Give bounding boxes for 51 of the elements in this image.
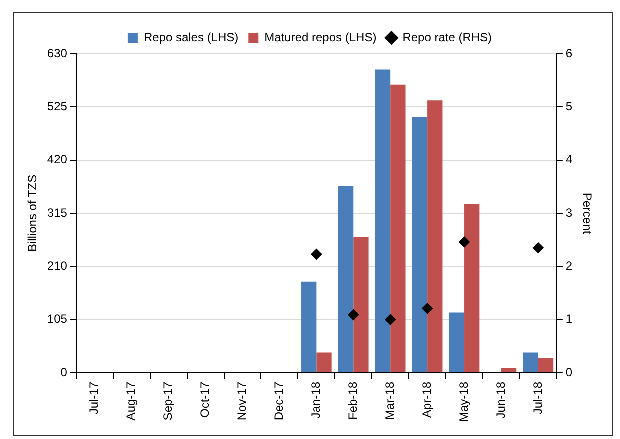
x-tick-label: Dec-17 [272,382,286,421]
x-tick-label: Sep-17 [161,382,176,421]
bar [501,368,517,372]
x-tick-label: Jun-18 [494,382,508,419]
y-axis-title: Billions of TZS [26,174,40,252]
x-tick-label: Oct-17 [198,382,212,418]
legend-label: Repo rate (RHS) [402,30,492,44]
point [422,303,434,314]
bar [449,312,465,372]
x-tick-label: Apr-18 [420,382,434,418]
x-tick-label: Jan-18 [308,382,323,419]
x-tick-label: Mar-18 [382,382,397,420]
point [385,314,396,326]
x-tick-label: Feb-18 [346,382,360,420]
y2-axis-title: Percent [580,192,594,235]
y-tick-label: 315 [47,206,68,220]
point [348,310,360,321]
bar [338,186,354,372]
y-tick-label: 630 [47,46,68,60]
y2-tick-label: 2 [566,258,573,273]
y-tick-label: 420 [47,152,68,167]
bar [302,282,317,372]
y2-tick-label: 3 [566,206,573,220]
bar [354,237,369,372]
bar [390,84,406,372]
y2-tick-label: 0 [566,365,573,380]
y2-tick-label: 1 [566,312,573,326]
bar [412,117,428,372]
point [532,242,544,254]
legend-label: Repo sales (LHS) [144,30,239,44]
bar [375,70,391,372]
x-tick-label: Jul-18 [530,382,545,415]
bar [538,358,554,372]
x-tick-label: Nov-17 [235,382,250,421]
point [311,248,322,260]
y2-tick-label: 6 [566,46,573,60]
point [459,236,470,248]
bar [523,352,538,372]
y2-tick-label: 4 [566,152,573,167]
y-tick-label: 0 [60,365,68,380]
bar [428,100,443,372]
bar [316,352,332,372]
legend-label: Matured repos (LHS) [264,30,377,44]
x-tick-label: Jul-17 [87,382,102,415]
y-tick-label: 525 [47,99,68,114]
y2-tick-label: 5 [566,99,573,114]
x-tick-label: Aug-17 [124,382,138,421]
y-tick-label: 105 [47,312,68,326]
bar [464,204,480,372]
x-tick-label: May-18 [456,382,471,422]
y-tick-label: 210 [47,258,68,273]
